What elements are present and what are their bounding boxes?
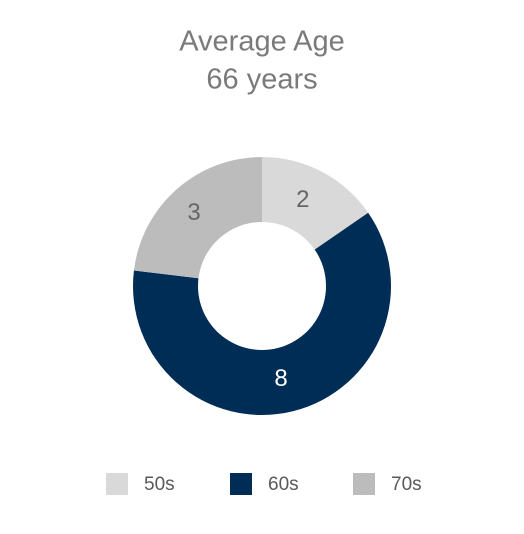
donut-segment bbox=[262, 157, 369, 250]
legend-swatch bbox=[230, 473, 252, 495]
legend-swatch bbox=[106, 473, 128, 495]
legend-label: 60s bbox=[268, 474, 299, 495]
data-label: 8 bbox=[274, 365, 287, 392]
donut-segment bbox=[133, 212, 391, 415]
chart-title: Average Age bbox=[179, 26, 345, 58]
legend-swatch bbox=[353, 473, 375, 495]
data-label: 2 bbox=[296, 186, 309, 213]
legend-label: 70s bbox=[391, 474, 422, 495]
donut-segment bbox=[133, 157, 262, 279]
legend-label: 50s bbox=[144, 474, 175, 495]
data-label: 3 bbox=[187, 199, 200, 226]
chart-subtitle: 66 years bbox=[206, 64, 317, 96]
